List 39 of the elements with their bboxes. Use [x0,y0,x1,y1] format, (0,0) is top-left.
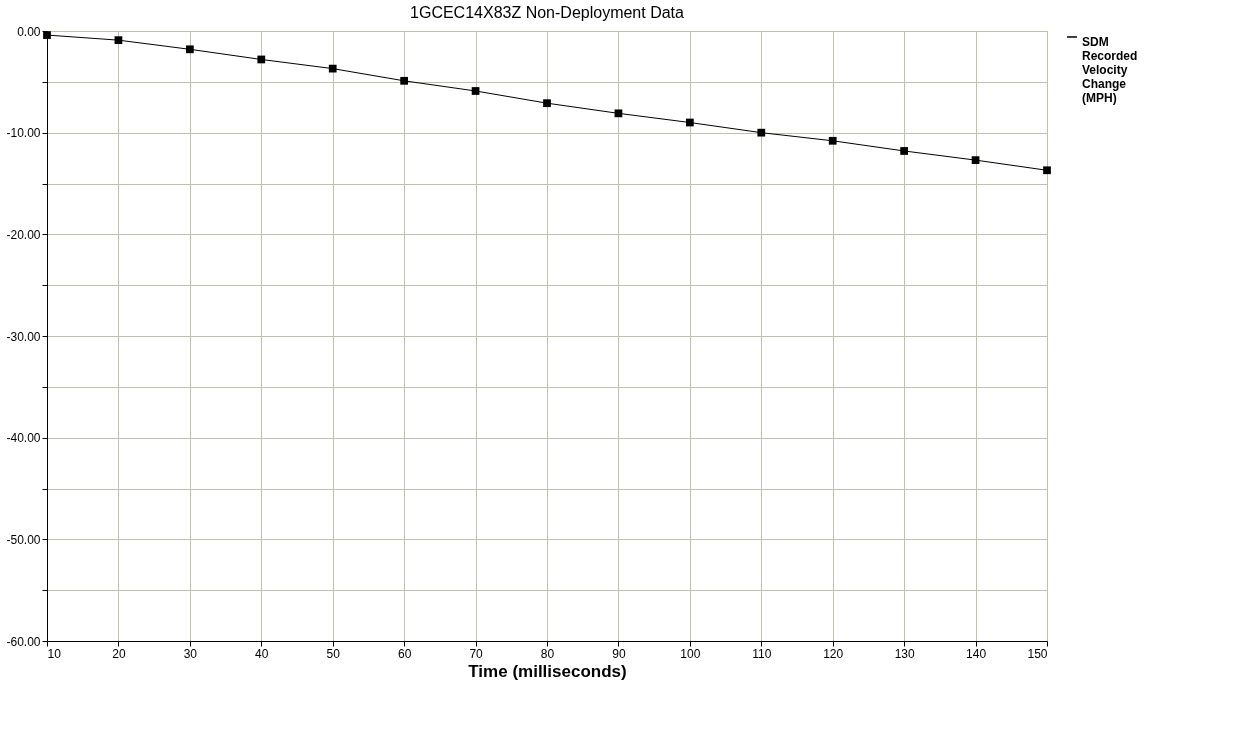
x-axis-title: Time (milliseconds) [468,661,627,681]
point [757,128,766,137]
point [971,156,980,164]
x-tick-label: 50 [326,646,341,661]
point [1043,166,1051,175]
x-tick-label: 40 [255,646,269,661]
point [400,76,409,85]
point [685,118,694,127]
y-tick-label: -20.00 [6,227,41,242]
x-tick-label: 10 [47,646,62,661]
x-tick-label: 70 [469,646,484,661]
point [900,147,909,155]
x-tick-label: 60 [397,646,412,661]
y-tick-label: -10.00 [6,126,41,141]
point [828,136,837,145]
y-tick-label: 0.00 [17,24,41,39]
point [543,99,551,108]
chart-title: 1GCEC14X83Z Non-Deployment Data [410,4,685,21]
point [257,55,266,64]
x-tick-label: 110 [752,646,772,661]
point [185,45,194,54]
y-tick-label: -40.00 [6,431,41,446]
y-tick-label: -60.00 [6,634,41,649]
x-tick-label: 100 [680,646,701,661]
x-tick-label: 90 [612,646,626,661]
x-tick-label: 30 [183,646,198,661]
legend-label: SDM Recorded Velocity Change (MPH) [1082,35,1138,105]
y-tick-label: -50.00 [6,532,41,547]
x-tick-label: 80 [540,646,555,661]
point [328,64,337,73]
x-tick-label: 140 [966,646,987,661]
x-tick-label: 130 [894,646,915,661]
point [471,87,480,95]
x-tick-label: 150 [1027,646,1048,661]
point [614,109,623,118]
x-tick-label: 120 [823,646,844,661]
point [114,36,123,45]
x-tick-label: 20 [112,646,126,661]
y-tick-label: -30.00 [6,329,41,344]
